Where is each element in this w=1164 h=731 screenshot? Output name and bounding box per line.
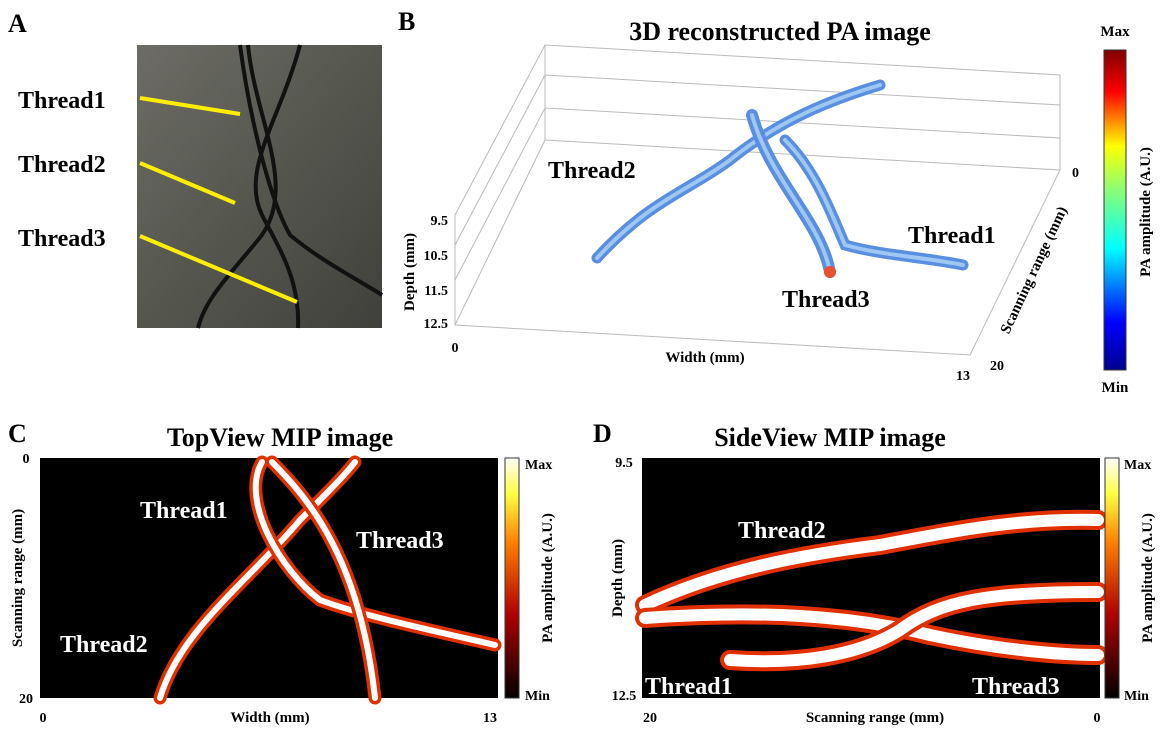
panel-letter: A [8, 9, 27, 38]
thread-label: Thread2 [548, 158, 636, 184]
axis-label: Width (mm) [230, 710, 309, 726]
thread-label: Thread3 [782, 287, 870, 313]
axis-label: Depth (mm) [610, 539, 626, 617]
panel-letter: B [398, 7, 415, 36]
panel-title: 3D reconstructed PA image [629, 17, 931, 46]
tick-label: 9.5 [615, 456, 633, 471]
thread-label: Thread2 [738, 518, 826, 544]
colorbar-max: Max [1100, 24, 1130, 40]
tick-label: 13 [956, 369, 970, 384]
tick-label: 0 [23, 452, 30, 467]
tick-label: 11.5 [424, 284, 448, 299]
thread-label: Thread2 [18, 152, 106, 178]
colorbar [1105, 458, 1119, 698]
tick-label: 0 [1072, 166, 1079, 181]
mip-image [40, 458, 498, 698]
body: A Thread1 Thread2 Thread3 B 3D reconstru… [0, 0, 1164, 731]
panel-title: SideView MIP image [714, 423, 946, 452]
box-grid [455, 75, 1060, 280]
colorbar-label: PA amplitude (A.U.) [1140, 513, 1156, 643]
panel-letter: D [593, 419, 612, 448]
tick-label: 10.5 [424, 249, 449, 264]
thread-label: Thread2 [60, 632, 148, 658]
colorbar-label: PA amplitude (A.U.) [540, 513, 556, 643]
colorbar-max: Max [1124, 458, 1151, 473]
page: PA imaging figure {"panel_a": {"letter":… [0, 0, 1164, 731]
tick-label: 20 [643, 711, 657, 726]
colorbar [1104, 50, 1126, 370]
tick-label: 20 [990, 359, 1004, 374]
axis-label: Scanning range (mm) [998, 204, 1071, 336]
panel-title: TopView MIP image [167, 423, 393, 452]
axis-label: Depth (mm) [402, 233, 418, 311]
thread-label: Thread1 [18, 88, 106, 114]
thread-label: Thread1 [645, 674, 733, 700]
thread-label: Thread3 [18, 226, 106, 252]
tick-label: 20 [19, 692, 33, 707]
tick-label: 12.5 [612, 689, 637, 704]
colorbar-min: Min [1124, 689, 1149, 704]
tick-label: 0 [40, 711, 47, 726]
tick-label: 0 [452, 341, 459, 356]
thread-label: Thread3 [972, 674, 1060, 700]
colorbar-label: PA amplitude (A.U.) [1138, 147, 1154, 277]
colorbar [505, 458, 519, 698]
thread-label: Thread1 [140, 498, 228, 524]
axes-box [455, 45, 1060, 355]
tick-label: 12.5 [424, 317, 449, 332]
thread-label: Thread1 [908, 223, 996, 249]
tick-label: 0 [1094, 711, 1101, 726]
tick-label: 13 [483, 711, 497, 726]
colorbar-min: Min [1102, 380, 1129, 396]
colorbar-max: Max [525, 458, 552, 473]
panel-letter: C [8, 419, 27, 448]
box-outline [455, 45, 1060, 355]
axis-label: Width (mm) [665, 350, 744, 366]
thread-label: Thread3 [356, 528, 444, 554]
figure: A Thread1 Thread2 Thread3 B 3D reconstru… [0, 0, 1164, 731]
axis-label: Scanning range (mm) [10, 509, 26, 647]
colorbar-min: Min [525, 689, 550, 704]
tube-end [824, 266, 836, 278]
axis-label: Scanning range (mm) [806, 710, 944, 726]
tick-label: 9.5 [431, 214, 449, 229]
